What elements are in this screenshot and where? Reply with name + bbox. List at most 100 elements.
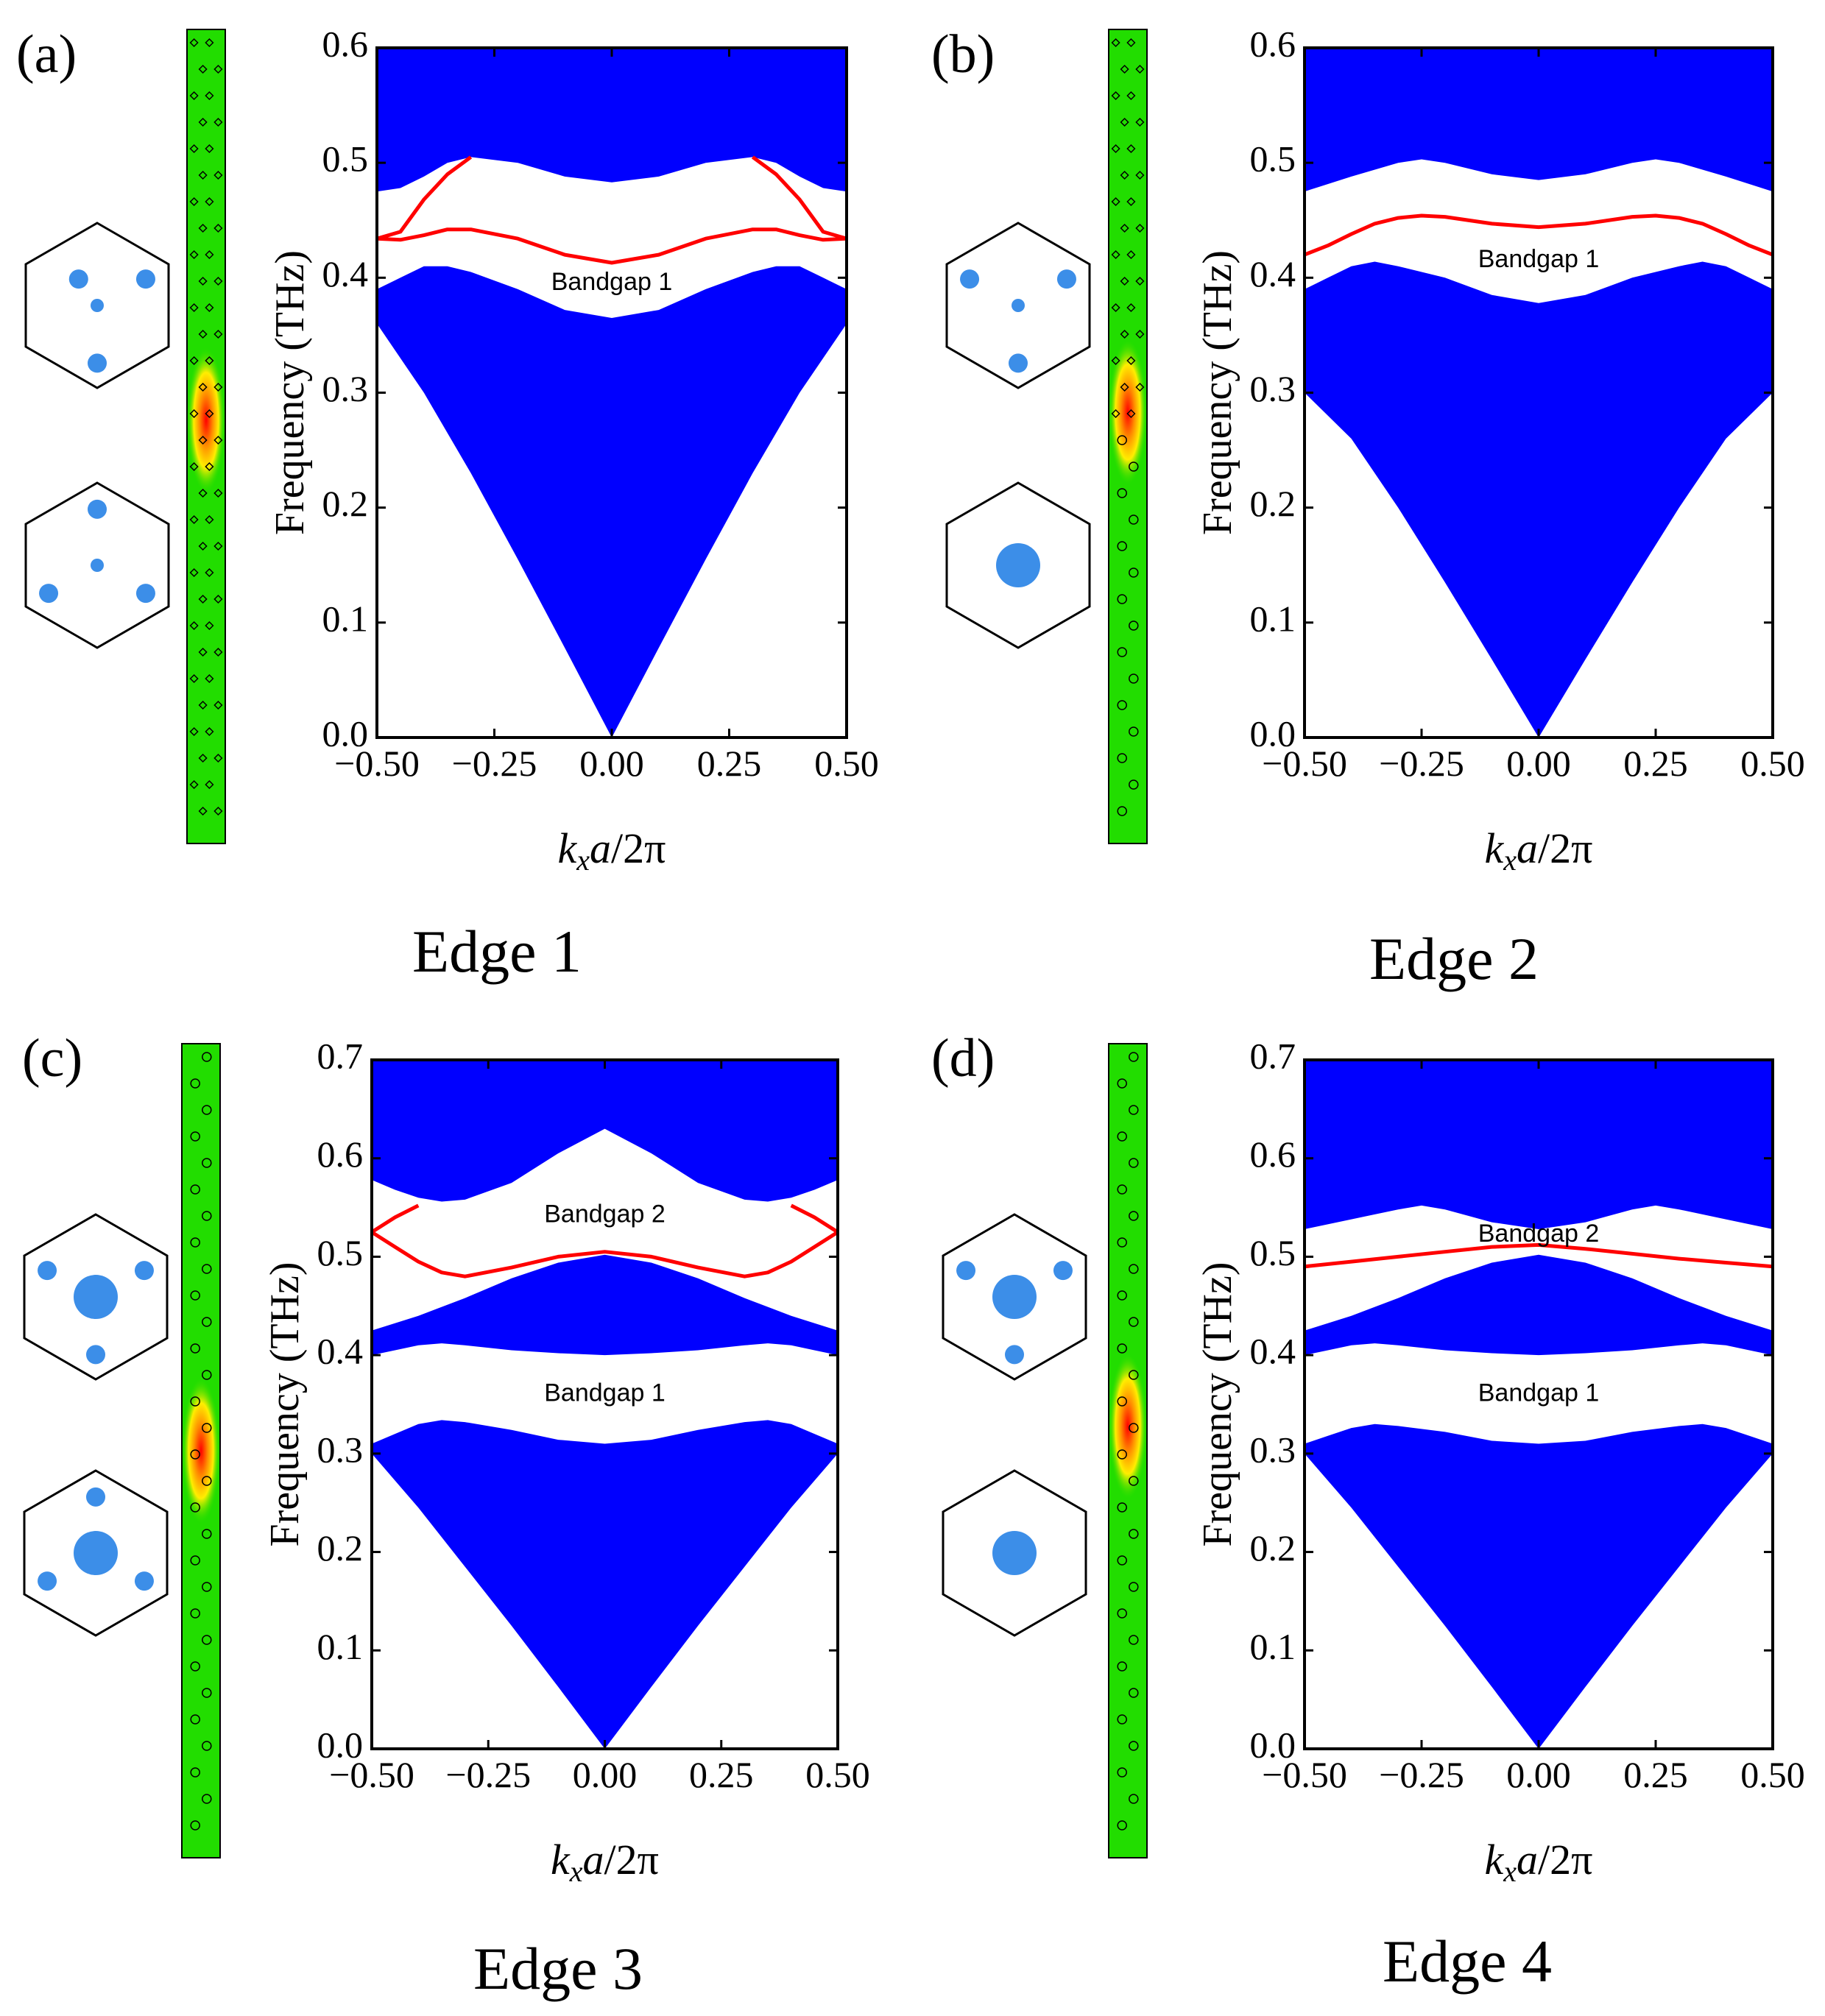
lattice-mark xyxy=(1111,408,1120,419)
lattice-mark xyxy=(198,435,208,445)
lattice-mark xyxy=(189,620,199,631)
y-tick-label: 0.6 xyxy=(1250,1133,1296,1175)
field-hotspot xyxy=(182,1377,220,1524)
lattice-mark xyxy=(202,1317,212,1327)
x-axis-title: kxa/2π xyxy=(1485,1836,1593,1888)
lattice-mark xyxy=(205,250,214,260)
y-axis-title: Frequency (THz) xyxy=(267,250,313,535)
lattice-mark xyxy=(213,700,223,710)
lattice-mark xyxy=(213,223,223,233)
supercell-strip xyxy=(186,29,226,844)
lattice-mark xyxy=(202,1635,212,1645)
lattice-mark xyxy=(213,329,223,339)
lattice-mark xyxy=(1129,1794,1139,1804)
bulk-band-2 xyxy=(377,48,847,192)
lattice-mark xyxy=(190,1449,200,1460)
scatterer-dot xyxy=(86,1345,105,1365)
bandgap-label: Bandgap 1 xyxy=(551,268,673,296)
lattice-mark xyxy=(1117,1078,1127,1089)
bandgap-label: Bandgap 1 xyxy=(544,1379,666,1407)
lattice-mark xyxy=(1117,1237,1127,1248)
lattice-mark xyxy=(1129,461,1139,472)
lattice-mark xyxy=(202,1370,212,1380)
lattice-mark xyxy=(1129,1423,1139,1433)
lattice-mark xyxy=(1135,382,1145,392)
lattice-mark xyxy=(198,700,208,710)
lattice-mark xyxy=(198,117,208,127)
lattice-mark xyxy=(1117,594,1127,604)
lattice-mark xyxy=(1129,1211,1139,1221)
edge-caption: Edge 2 xyxy=(1369,925,1539,992)
lattice-mark xyxy=(1120,382,1129,392)
panel-label: (c) xyxy=(22,1028,82,1089)
unit-cell-bottom xyxy=(945,481,1091,649)
lattice-mark xyxy=(213,753,223,763)
lattice-mark xyxy=(202,1211,212,1221)
lattice-mark xyxy=(1117,806,1127,816)
lattice-mark xyxy=(202,1052,212,1062)
lattice-mark xyxy=(213,541,223,551)
lattice-mark xyxy=(190,1396,200,1407)
scatterer-dot xyxy=(38,1261,57,1281)
panel-label: (d) xyxy=(931,1028,995,1089)
y-tick-label: 0.2 xyxy=(1250,483,1296,524)
lattice-mark xyxy=(1120,223,1129,233)
lattice-mark xyxy=(205,91,214,101)
lattice-mark xyxy=(1129,1476,1139,1486)
lattice-mark xyxy=(190,1290,200,1301)
panel-c: Bandgap 2 Bandgap 1 0.0 0.1 0.2 0.3 0.4 0.5 0.6 0… xyxy=(22,1028,870,2002)
lattice-mark xyxy=(189,779,199,790)
lattice-mark xyxy=(1117,753,1127,763)
lattice-mark xyxy=(190,1714,200,1725)
x-tick-label: −0.50 xyxy=(334,743,420,784)
lattice-mark xyxy=(189,303,199,313)
lattice-mark xyxy=(1129,567,1139,578)
lattice-mark xyxy=(1117,1396,1127,1407)
y-tick-label: 0.6 xyxy=(317,1133,364,1175)
lattice-mark xyxy=(198,594,208,604)
panel-a: Bandgap 1 0.0 0.1 0.2 0.3 0.4 0.5 0.6 −0.50 −0.25… xyxy=(16,23,879,985)
lattice-mark xyxy=(189,726,199,737)
supercell-strip xyxy=(181,1043,221,1858)
lattice-mark xyxy=(1135,329,1145,339)
lattice-mark xyxy=(190,1608,200,1619)
lattice-mark xyxy=(190,1767,200,1778)
lattice-mark xyxy=(205,356,214,366)
lattice-mark xyxy=(202,1264,212,1274)
lattice-mark xyxy=(1135,170,1145,180)
lattice-mark xyxy=(1117,1661,1127,1672)
bandgap-label: Bandgap 1 xyxy=(1478,1379,1600,1407)
lattice-mark xyxy=(213,276,223,286)
scatterer-dot xyxy=(1009,353,1028,373)
lattice-mark xyxy=(213,806,223,816)
x-tick-label: 0.25 xyxy=(697,743,762,784)
lattice-mark xyxy=(189,356,199,366)
y-axis-title: Frequency (THz) xyxy=(262,1262,308,1546)
bulk-band-2 xyxy=(1305,48,1773,192)
lattice-mark xyxy=(1129,1529,1139,1539)
lattice-mark xyxy=(205,408,214,419)
lattice-mark xyxy=(1135,223,1145,233)
unit-cell-bottom xyxy=(942,1469,1087,1637)
bulk-band-1 xyxy=(1305,1423,1773,1749)
lattice-mark xyxy=(205,514,214,525)
lattice-mark xyxy=(198,64,208,74)
lattice-mark xyxy=(205,779,214,790)
bulk-band-3 xyxy=(1305,1060,1773,1229)
lattice-mark xyxy=(189,91,199,101)
scatterer-dot xyxy=(960,269,980,289)
lattice-mark xyxy=(1117,700,1127,710)
x-tick-label: 0.00 xyxy=(579,743,644,784)
lattice-mark xyxy=(1129,726,1139,737)
y-tick-label: 0.1 xyxy=(1250,1626,1296,1667)
lattice-mark xyxy=(202,1476,212,1486)
x-tick-label: −0.50 xyxy=(1262,743,1347,784)
x-tick-label: −0.50 xyxy=(1262,1754,1347,1795)
scatterer-dot xyxy=(1012,299,1025,312)
lattice-mark xyxy=(1117,541,1127,551)
plot-area xyxy=(377,48,847,738)
panel-label: (b) xyxy=(931,24,995,85)
scatterer-dot xyxy=(135,584,155,604)
panel-b: Bandgap 1 0.0 0.1 0.2 0.3 0.4 0.5 0.6 −0.50 −0.25… xyxy=(931,23,1805,992)
edge-caption: Edge 1 xyxy=(412,918,582,985)
